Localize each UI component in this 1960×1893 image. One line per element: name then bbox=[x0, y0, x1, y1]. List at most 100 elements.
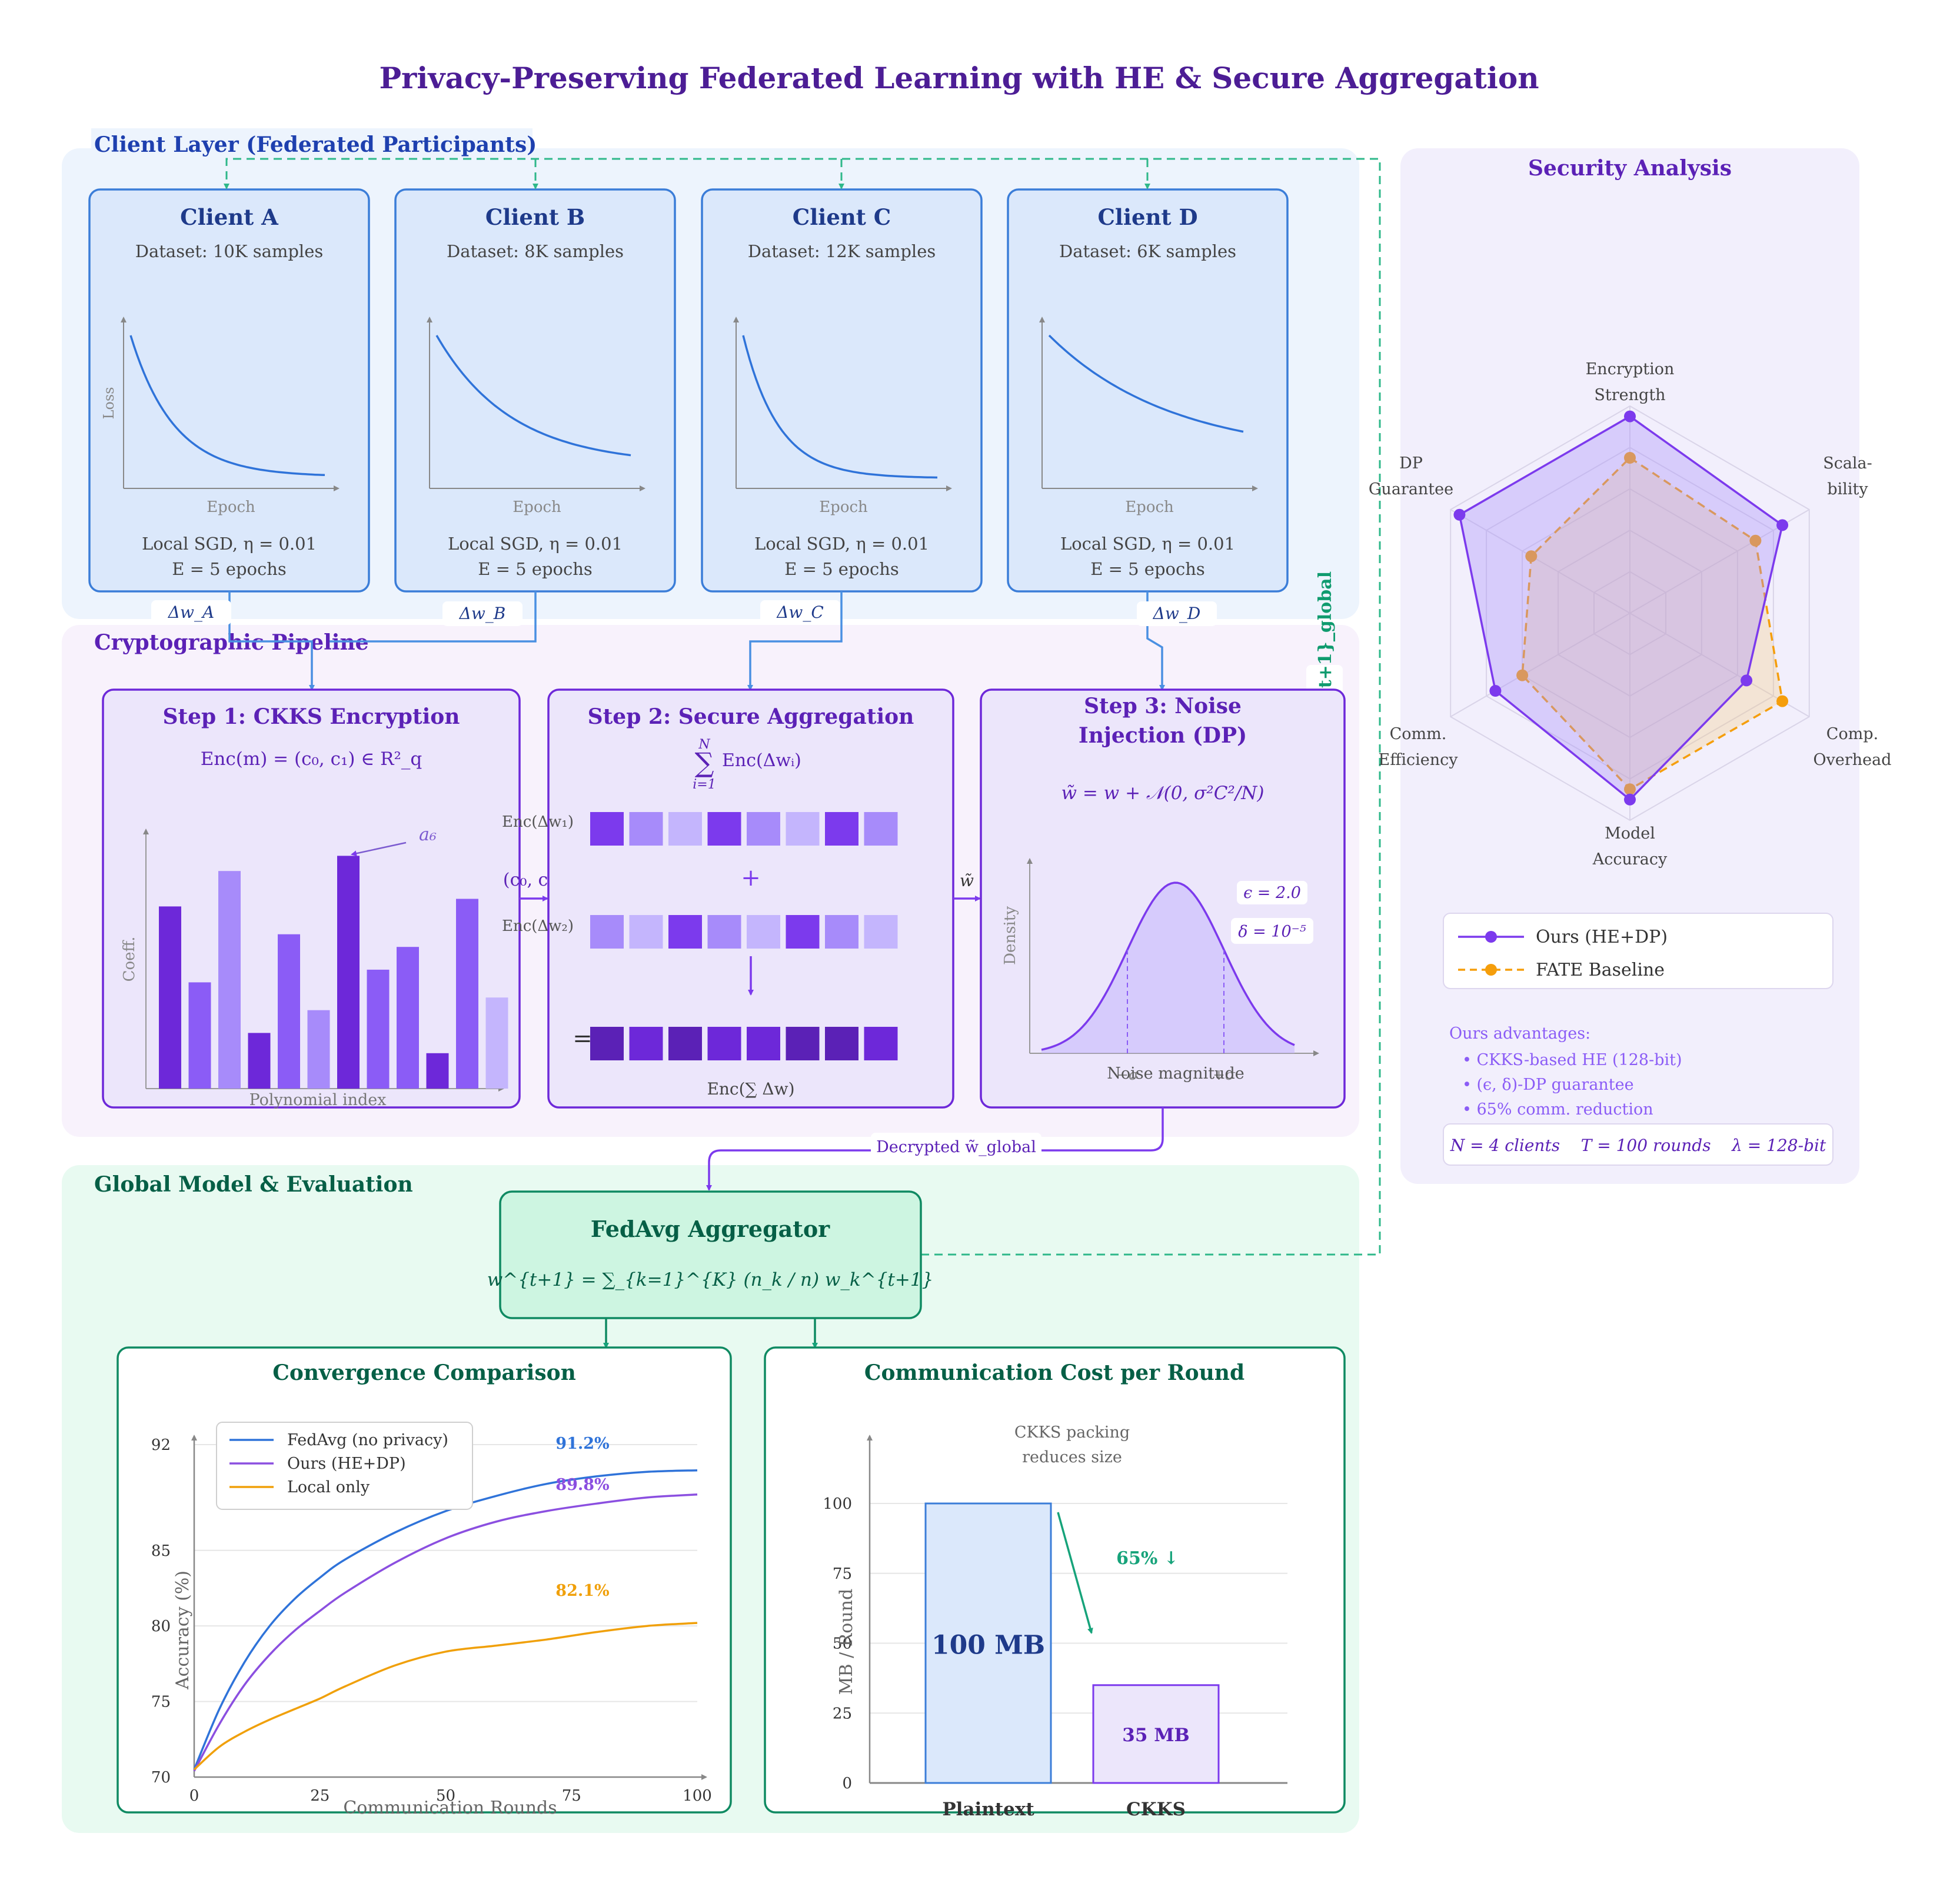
radar-point bbox=[1624, 452, 1636, 464]
client-layer-label: Client Layer (Federated Participants) bbox=[94, 132, 537, 157]
aggregator-title: FedAvg Aggregator bbox=[591, 1216, 830, 1242]
cipher-block-row3 bbox=[747, 1027, 780, 1060]
delta-label-4: Δw_D bbox=[1137, 601, 1217, 626]
delta-label-text: Δw_A bbox=[168, 603, 214, 622]
legend-baseline-marker bbox=[1485, 964, 1497, 976]
y-tick-label: 85 bbox=[151, 1542, 171, 1560]
cipher-block-row2 bbox=[786, 915, 820, 949]
x-tick-label: 50 bbox=[436, 1787, 455, 1805]
cipher-block-row3 bbox=[864, 1027, 898, 1060]
y-tick-label: 80 bbox=[151, 1618, 171, 1635]
cipher-block-row1 bbox=[590, 812, 624, 846]
y-tick-label: 0 bbox=[842, 1775, 852, 1792]
y-tick-label: 50 bbox=[833, 1635, 852, 1653]
loss-curve bbox=[742, 335, 938, 479]
sigma-label: −σ bbox=[1116, 1066, 1139, 1083]
cipher-block-row1 bbox=[864, 812, 898, 846]
gaussian-curve bbox=[1041, 881, 1295, 1051]
step2-output-label: w̃ bbox=[960, 871, 974, 890]
comm-annotation-line2: reduces size bbox=[1022, 1448, 1122, 1466]
legend-ours-marker bbox=[1485, 931, 1497, 943]
advantages-header: Ours advantages: bbox=[1449, 1024, 1590, 1043]
category-label: CKKS bbox=[1126, 1799, 1186, 1820]
radar-point bbox=[1525, 550, 1538, 563]
coefficient-bar bbox=[367, 969, 390, 1089]
client-name: Client B bbox=[485, 204, 585, 230]
step1-annotation: a₆ bbox=[419, 824, 437, 845]
cipher-block-row3 bbox=[629, 1027, 663, 1060]
step1-coefficient-chart bbox=[143, 829, 508, 1092]
step1-xlabel: Polynomial index bbox=[249, 1091, 387, 1109]
client-layer-label-bg bbox=[91, 128, 533, 159]
row1-label: Enc(Δw₁) bbox=[502, 813, 574, 831]
coefficient-bar bbox=[278, 934, 300, 1089]
client-sgd: Local SGD, η = 0.01 bbox=[754, 534, 929, 554]
cipher-block-row1 bbox=[668, 812, 702, 846]
step3-ylabel: Density bbox=[1001, 906, 1019, 965]
client-card-2: Client B Dataset: 8K samples Epoch Local SG… bbox=[394, 188, 676, 593]
client-epochs: E = 5 epochs bbox=[478, 559, 593, 579]
step3-xlabel: Noise magnitude bbox=[1107, 1064, 1244, 1083]
sigma-label: +σ bbox=[1213, 1066, 1236, 1083]
y-tick-label: 75 bbox=[151, 1694, 171, 1711]
loss-ylabel: Loss bbox=[101, 387, 117, 419]
coefficient-bar bbox=[485, 997, 508, 1089]
x-tick-label: 0 bbox=[189, 1787, 199, 1805]
coefficient-bar bbox=[337, 856, 360, 1089]
client-sgd: Local SGD, η = 0.01 bbox=[448, 534, 623, 554]
noise-density-chart: −σ +σ bbox=[1027, 858, 1319, 1083]
y-tick-label: 25 bbox=[833, 1705, 852, 1722]
crypto-pipeline-label: Cryptographic Pipeline bbox=[94, 630, 369, 655]
radar-point bbox=[1776, 519, 1789, 531]
delta-label-text: Δw_C bbox=[776, 603, 824, 622]
cipher-block-row3 bbox=[590, 1027, 624, 1060]
cipher-block-row2 bbox=[825, 915, 858, 949]
radar-point bbox=[1489, 685, 1502, 697]
radar-axis-label: Guarantee bbox=[1369, 480, 1453, 498]
broadcast-line bbox=[224, 158, 1381, 1256]
reduction-arrow bbox=[1057, 1512, 1093, 1634]
fedavg-aggregator bbox=[499, 1190, 922, 1319]
cipher-block-row1 bbox=[825, 812, 858, 846]
loss-xlabel: Epoch bbox=[513, 498, 561, 516]
cipher-block-row2 bbox=[707, 915, 741, 949]
conv-xlabel: Communication Rounds bbox=[343, 1798, 557, 1818]
series-final-label: 82.1% bbox=[555, 1582, 609, 1600]
radar-point bbox=[1624, 410, 1636, 422]
step1-title: Step 1: CKKS Encryption bbox=[163, 704, 460, 729]
delta-label-bg bbox=[442, 601, 523, 626]
legend-baseline-label: FATE Baseline bbox=[1536, 960, 1665, 980]
radar-axis-label: Model bbox=[1605, 824, 1655, 843]
epsilon-badge-bg bbox=[1237, 881, 1307, 904]
legend-box bbox=[216, 1422, 473, 1510]
y-tick-label: 75 bbox=[833, 1565, 852, 1583]
legend-ours-label: Ours (HE+DP) bbox=[1536, 927, 1668, 947]
step1-annotation-arrow bbox=[351, 841, 407, 857]
step2-sum-top: N bbox=[698, 737, 710, 752]
advantage-item-1: • CKKS-based HE (128-bit) bbox=[1462, 1051, 1682, 1069]
cipher-block-row1 bbox=[629, 812, 663, 846]
delta-label-2: Δw_B bbox=[442, 601, 523, 626]
radar-axis-label: Accuracy bbox=[1592, 850, 1668, 869]
comm-cost-chart: 0 25 50 75 100 MB / Round 100 MB Plaintext 35 MB… bbox=[823, 1423, 1287, 1820]
coefficient-bar bbox=[307, 1010, 330, 1089]
comm-cost-title: Communication Cost per Round bbox=[864, 1360, 1244, 1385]
bar-value-label: 35 MB bbox=[1122, 1725, 1189, 1746]
client-dataset: Dataset: 10K samples bbox=[135, 241, 324, 261]
page-title: Privacy-Preserving Federated Learning wi… bbox=[379, 61, 1539, 95]
equals-sign: = bbox=[573, 1025, 593, 1052]
loss-xlabel: Epoch bbox=[1125, 498, 1174, 516]
radar-axis-label: Scala- bbox=[1823, 454, 1872, 473]
delta-label-bg bbox=[1137, 601, 1217, 626]
convergence-title: Convergence Comparison bbox=[272, 1360, 576, 1385]
bar-plaintext bbox=[924, 1502, 1052, 1784]
decrypted-label: Decrypted w̃_global bbox=[876, 1138, 1036, 1156]
cipher-block-row1 bbox=[747, 812, 780, 846]
y-tick-label: 92 bbox=[151, 1436, 171, 1454]
plus-sign: + bbox=[741, 864, 761, 891]
loss-xlabel: Epoch bbox=[207, 498, 255, 516]
delta-badge: δ = 10⁻⁵ bbox=[1238, 923, 1306, 941]
params-box bbox=[1443, 1123, 1833, 1166]
delta-label-bg bbox=[760, 600, 840, 625]
coefficient-bar bbox=[218, 871, 241, 1089]
